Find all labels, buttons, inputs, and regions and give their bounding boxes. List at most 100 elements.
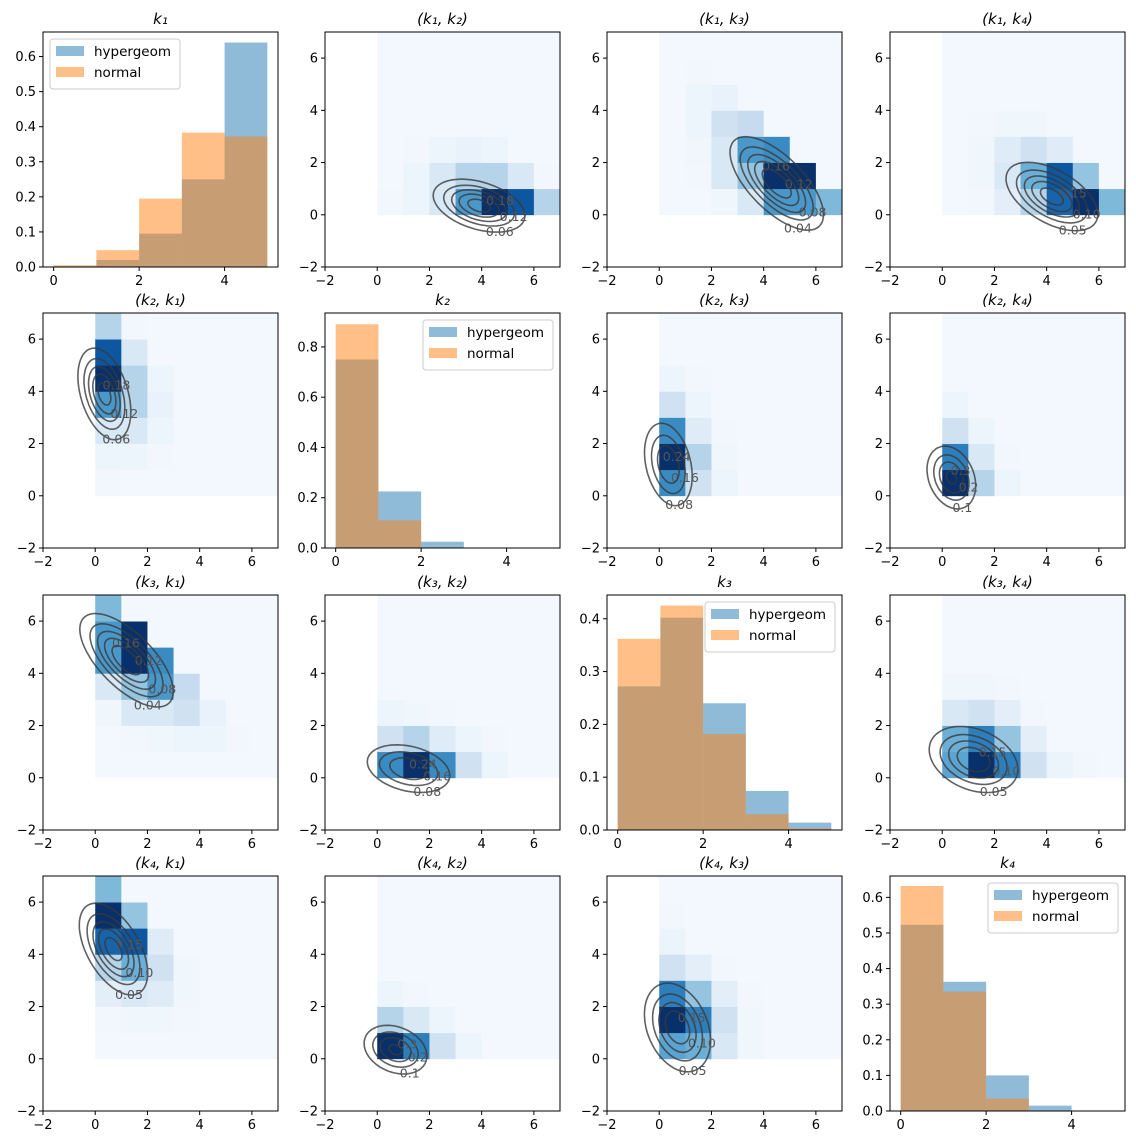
y-tick-label: 0.2 — [15, 190, 36, 205]
heatmap-cell — [685, 32, 712, 59]
heatmap-cell — [429, 136, 456, 163]
contour-line — [945, 470, 958, 485]
contour-line — [91, 373, 117, 415]
contour-line — [86, 912, 141, 986]
x-tick-label: 6 — [1095, 837, 1103, 852]
heatmap-cell — [507, 751, 535, 779]
heatmap-cell — [659, 162, 686, 190]
heatmap-cell — [173, 1032, 201, 1060]
heatmap-cell — [147, 725, 174, 753]
y-tick-label: 2 — [28, 1000, 36, 1015]
y-tick-label: 0.6 — [862, 891, 883, 906]
heatmap-cell — [429, 699, 456, 726]
y-tick-label: 0.3 — [579, 665, 600, 680]
heatmap-cell — [533, 110, 560, 137]
heatmap-cell — [455, 84, 483, 111]
y-tick-label: 2 — [28, 719, 36, 734]
heatmap-cell — [121, 313, 148, 340]
heatmap-cell — [251, 391, 278, 418]
contour-line — [97, 928, 130, 970]
contour-label: 0.3 — [951, 463, 971, 478]
contour-label: 0.2 — [408, 1049, 428, 1064]
x-tick-label: 4 — [1067, 1118, 1075, 1133]
heatmap-cell — [789, 417, 817, 444]
heatmap-cell — [815, 339, 842, 366]
heatmap-cell — [199, 1032, 227, 1060]
heatmap-cell — [429, 725, 456, 753]
heatmap-cell — [377, 928, 404, 955]
heatmap-cell — [1072, 725, 1100, 753]
heatmap-cell — [403, 699, 430, 726]
contour-line — [96, 630, 157, 690]
heatmap-cell — [711, 84, 738, 111]
heatmap-cell — [1098, 699, 1125, 726]
heatmap-cell — [1020, 136, 1048, 163]
legend-label-hypergeom: hypergeom — [94, 44, 171, 60]
heatmap-cell — [1046, 673, 1074, 700]
heatmap-cell — [403, 162, 430, 190]
heatmap-cell — [968, 136, 995, 163]
heatmap-cell — [121, 417, 148, 444]
heatmap-cell — [1098, 647, 1125, 674]
heatmap-cell — [763, 58, 791, 85]
y-tick-label: 0 — [28, 1052, 36, 1067]
heatmap-cell — [1072, 595, 1100, 622]
contour-label: 0.05 — [679, 1063, 707, 1078]
heatmap-cell — [659, 188, 686, 216]
heatmap-cell — [711, 928, 738, 955]
heatmap-cell — [251, 980, 278, 1007]
heatmap-cell — [507, 1032, 535, 1060]
heatmap-cell — [1098, 339, 1125, 366]
y-tick-label: 2 — [875, 156, 883, 171]
x-tick-label: 6 — [1095, 274, 1103, 289]
heatmap-cell — [455, 954, 483, 981]
heatmap-cell — [251, 339, 278, 366]
bar-normal-bin-1 — [943, 991, 987, 1111]
heatmap-cell — [507, 32, 535, 59]
y-tick-label: 2 — [875, 719, 883, 734]
heatmap-cell — [403, 188, 430, 216]
x-tick-label: −2 — [33, 837, 52, 852]
heatmap-cell — [1072, 84, 1100, 111]
heatmap-cell — [1072, 32, 1100, 59]
heatmap-cell — [533, 673, 560, 700]
heatmap-cell — [225, 595, 253, 622]
heatmap-cell — [147, 1032, 174, 1060]
heatmap-cell — [429, 928, 456, 955]
panel-title: (k₁, k₄) — [982, 10, 1033, 28]
heatmap-cell — [815, 980, 842, 1007]
y-tick-label: 0 — [310, 771, 318, 786]
heatmap-cell — [377, 980, 404, 1007]
heatmap-cell — [199, 751, 227, 779]
axes-frame — [889, 594, 1126, 831]
bar-hypergeom-bin-4 — [788, 822, 832, 830]
heatmap-cell — [789, 391, 817, 418]
panel-title: (k₁, k₃) — [699, 10, 750, 28]
heatmap-cell — [711, 391, 738, 418]
panel-2-3: (k₂, k₃) 0.08 0.16 0.24 −2−2 0 0 2 2 4 4 6 6 — [581, 291, 843, 570]
heatmap-cell — [1098, 313, 1125, 340]
heatmap-cell — [685, 136, 712, 163]
x-tick-label: 6 — [248, 555, 256, 570]
contour-line — [366, 743, 451, 794]
heatmap-cell — [711, 443, 738, 471]
x-tick-label: 0 — [655, 1118, 663, 1133]
heatmap-cell — [737, 313, 765, 340]
heatmap-cell — [377, 725, 404, 753]
heatmap-cell — [455, 647, 483, 674]
axes-frame — [324, 875, 561, 1112]
heatmap-cell — [711, 902, 738, 929]
heatmap-cell — [737, 417, 765, 444]
heatmap-cell — [737, 365, 765, 392]
heatmap-cell — [377, 699, 404, 726]
heatmap-cell — [377, 595, 404, 622]
heatmap-cell — [481, 136, 509, 163]
x-tick-label: −2 — [880, 555, 899, 570]
contour-line — [1030, 180, 1073, 213]
heatmap: 0.060.120.18 — [377, 32, 560, 239]
y-tick-label: 0.4 — [297, 441, 318, 456]
heatmap-cell — [1020, 725, 1048, 753]
heatmap-cell — [173, 980, 201, 1007]
heatmap-cell — [251, 876, 278, 903]
heatmap-cell — [942, 673, 969, 700]
